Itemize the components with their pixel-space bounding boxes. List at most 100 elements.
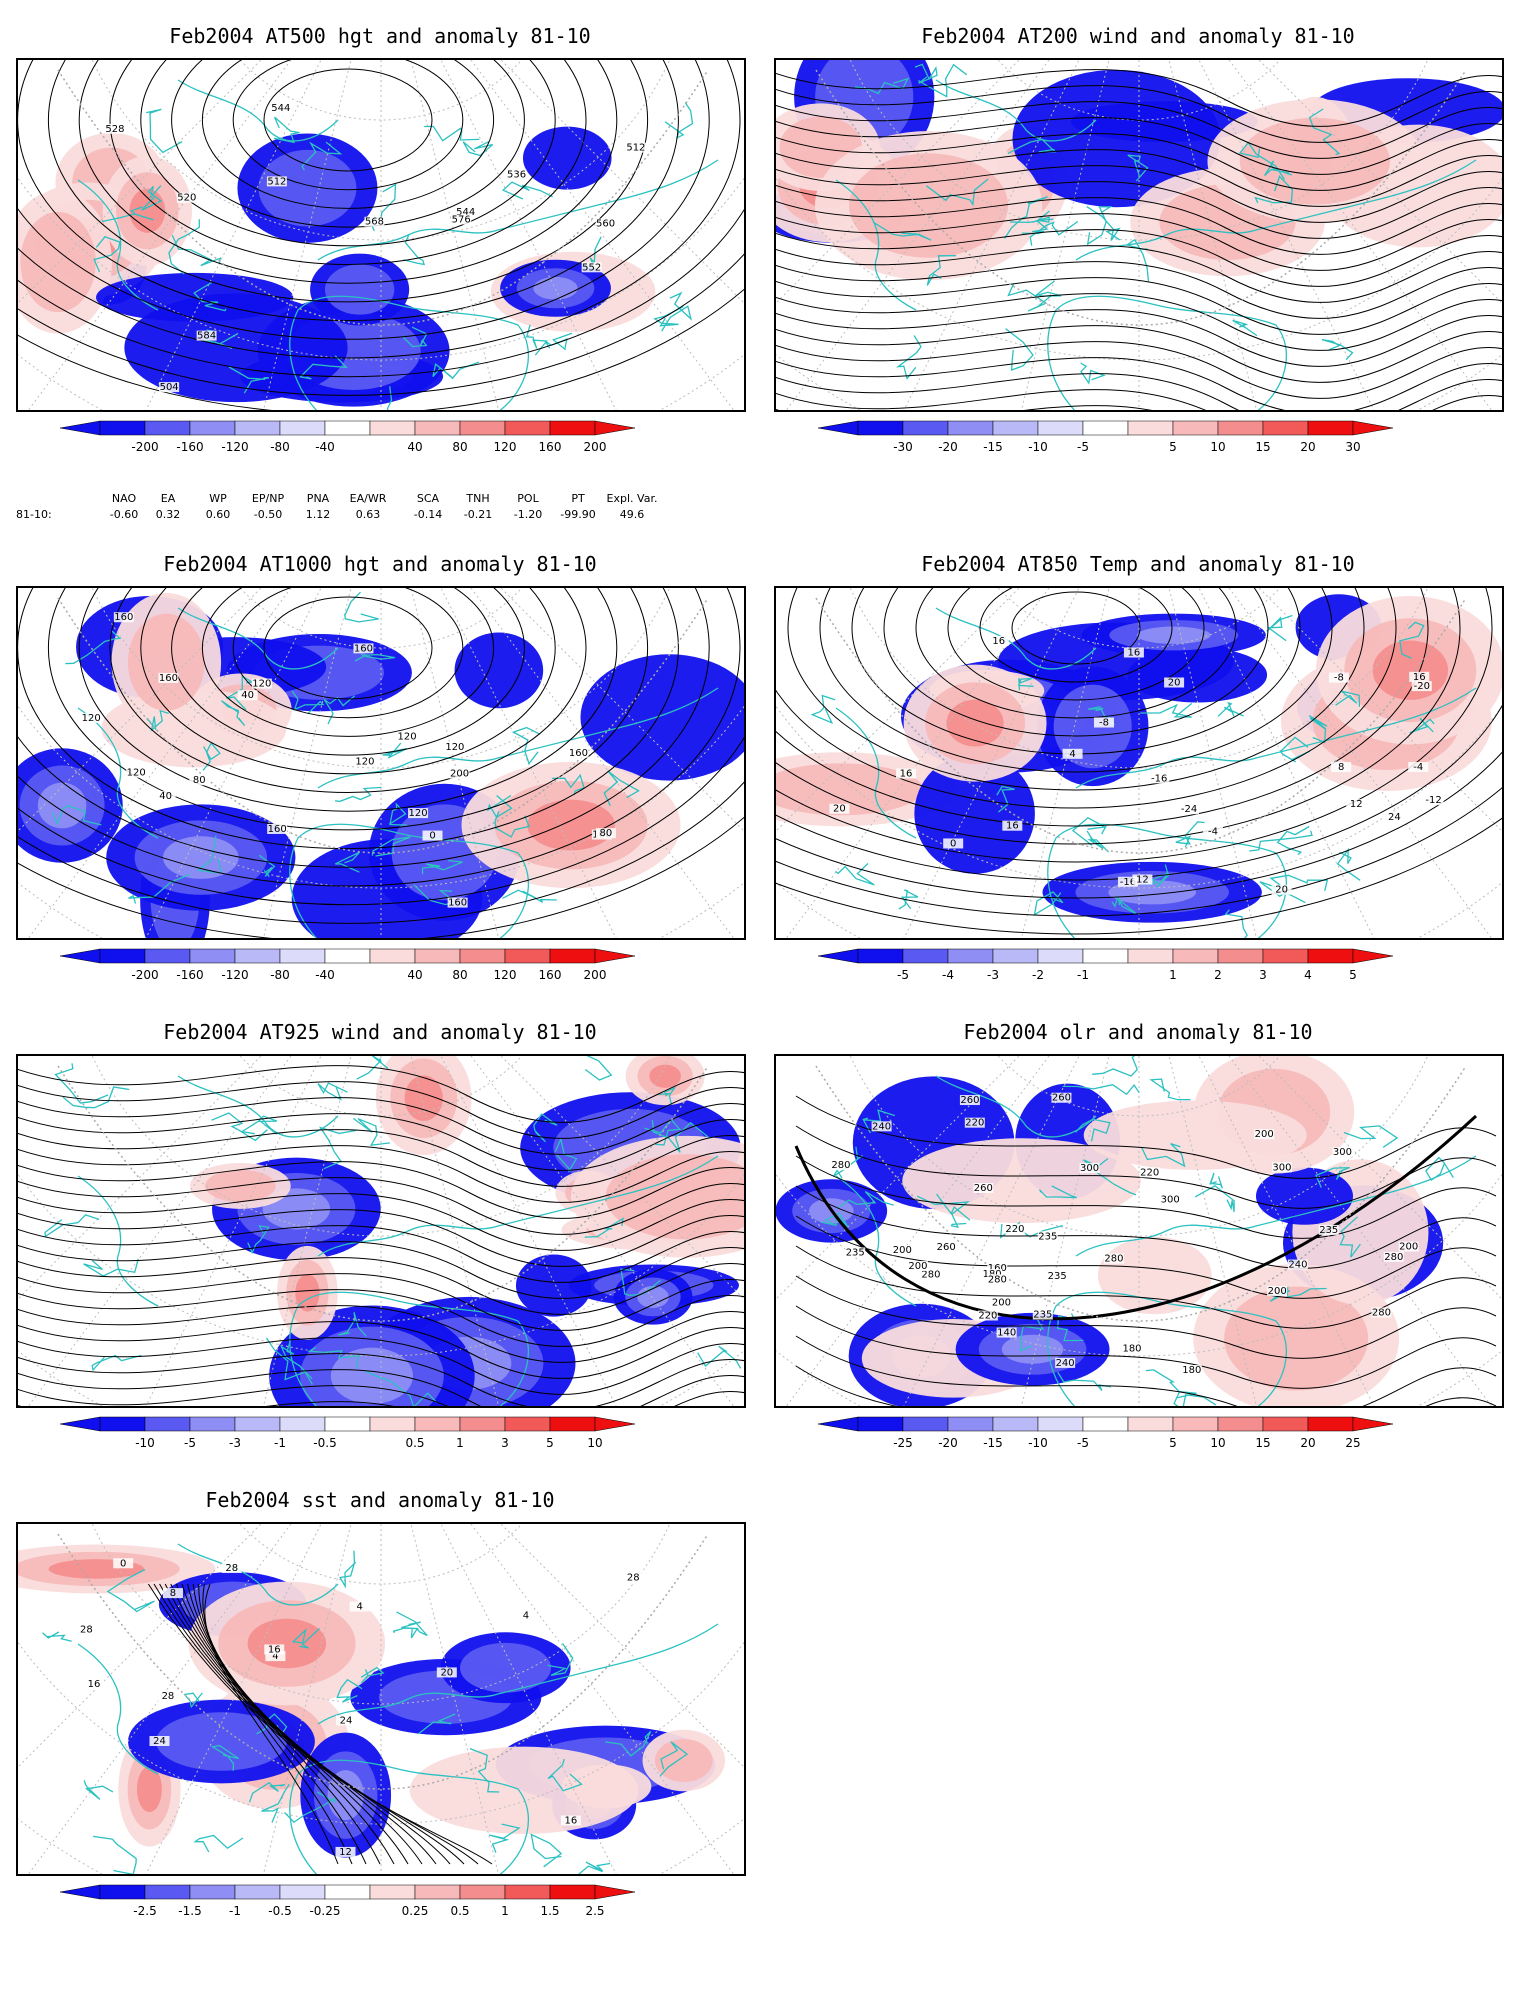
continent-outline	[1047, 295, 1288, 410]
meridian-line	[1168, 60, 1258, 410]
border-line	[317, 1082, 348, 1101]
colorbar-arrow-left	[817, 420, 859, 436]
meridian-line	[27, 60, 292, 410]
border-line	[344, 591, 379, 623]
border-line	[196, 835, 222, 874]
border-line	[1017, 677, 1034, 691]
negative-anomaly	[1053, 684, 1132, 769]
meridian-line	[470, 588, 735, 938]
contour-label-bg	[991, 1297, 1012, 1308]
border-line	[1029, 220, 1079, 246]
contour-label: 220	[1005, 1224, 1024, 1235]
contour-label: 512	[626, 143, 645, 154]
projection-limb	[815, 597, 1467, 854]
index-name: EA/WR	[349, 492, 387, 505]
colorbar-tick-label: 0.5	[405, 1436, 425, 1450]
colorbar-tick-label: -2	[1032, 968, 1044, 982]
olr-235-contour	[794, 1114, 1478, 1321]
border-line	[261, 1783, 290, 1823]
contour-label-bg	[1079, 1163, 1100, 1174]
border-line	[335, 851, 360, 873]
colorbar-tick-label: -0.5	[313, 1436, 337, 1450]
border-line	[228, 366, 270, 394]
contour-label: -20	[1414, 681, 1430, 692]
contour-label-bg	[159, 382, 180, 393]
contour-label: 160	[569, 748, 588, 759]
colorbar-labels: -5 -4 -3 -2 -1 1 2 3 4 5	[818, 968, 1458, 984]
contour-label-bg	[84, 1679, 105, 1690]
colorbar-swatch	[324, 1884, 371, 1900]
meridian-line	[470, 1524, 735, 1874]
contour-label-bg	[595, 828, 616, 839]
contour-label: 80	[600, 828, 613, 839]
border-line	[1080, 362, 1106, 385]
contour-labels: 28 28 4 0 4 12 16 20 24 28 24 28 4 8 16 16	[76, 1558, 644, 1858]
contour-label-bg	[444, 741, 465, 752]
contour-label-bg	[447, 897, 468, 908]
border-line	[211, 1112, 268, 1142]
height-contour	[18, 60, 741, 359]
isotherm	[153, 1583, 479, 1865]
projection-limb	[815, 1065, 1467, 1322]
contour-label-bg	[1384, 811, 1405, 822]
border-line	[1269, 1286, 1327, 1302]
border-line	[220, 700, 246, 727]
contour-labels: -16 16 -8 -4 0 -24 -16 -20 -12 -8 -4 4 8 12 16 20 24 16 16…	[829, 635, 1444, 896]
border-line	[1266, 614, 1293, 642]
border-line	[62, 1086, 130, 1109]
contour-label-bg	[996, 1327, 1017, 1338]
map-canvas: 1601208040160200160120400120160160120120…	[18, 588, 744, 938]
border-line	[202, 741, 221, 771]
border-line	[1321, 338, 1354, 361]
border-line	[83, 1780, 114, 1800]
border-line	[1092, 1056, 1139, 1077]
colorbar-tick-label: -25	[893, 1436, 913, 1450]
colorbar-swatch	[279, 1884, 326, 1900]
contour-label-bg	[1287, 1259, 1308, 1270]
isotherm	[202, 1583, 353, 1865]
contour-lines	[18, 588, 744, 938]
height-contour	[18, 781, 744, 924]
colorbar-swatch	[99, 948, 146, 964]
colorbar-swatch	[459, 1416, 506, 1432]
height-contour	[232, 60, 464, 191]
contour-label-bg	[158, 672, 179, 683]
streamline	[776, 229, 1502, 287]
border-line	[54, 1063, 109, 1104]
border-line	[1141, 1142, 1186, 1168]
contour-label-bg	[871, 1121, 892, 1132]
colorbar-swatch	[1172, 1416, 1219, 1432]
contour-label-bg	[270, 102, 291, 113]
colorbar-swatch	[1082, 1416, 1129, 1432]
colorbar-tick-label: 80	[452, 440, 468, 454]
border-line	[65, 630, 122, 665]
meridian-line	[262, 588, 352, 938]
contour-label-bg	[595, 218, 616, 229]
border-line	[914, 63, 938, 84]
border-line	[226, 674, 254, 711]
contour-label-bg	[625, 142, 646, 153]
index-name: WP	[209, 492, 227, 505]
colorbar-tick-label: 25	[1345, 1436, 1361, 1450]
colorbar-swatch	[902, 948, 949, 964]
colorbar-swatch	[1307, 948, 1354, 964]
border-line	[862, 1109, 895, 1134]
coastline-path	[317, 1155, 719, 1257]
contour-label-bg	[408, 808, 429, 819]
colorbar-swatch	[1172, 948, 1219, 964]
isotherm	[819, 588, 1333, 773]
colorbar-swatch	[369, 420, 416, 436]
contour-label-bg	[155, 791, 176, 802]
contour-label-bg	[449, 768, 470, 779]
contour-label: 576	[452, 215, 471, 226]
colorbar-tick-label: -120	[221, 968, 249, 982]
contour-label-bg	[982, 1269, 1003, 1280]
streamline	[18, 1289, 744, 1347]
index-name-row: NAO EA WP EP/NP PNA EA/WR SCA TNH POL PT Expl. Var…	[16, 492, 744, 508]
colorbar-arrow-left	[59, 1884, 101, 1900]
colorbar-swatch	[857, 948, 904, 964]
coastline-path	[1075, 1155, 1477, 1257]
colorbar-swatch	[549, 1416, 596, 1432]
border-line	[487, 794, 513, 819]
height-contour	[18, 60, 710, 340]
